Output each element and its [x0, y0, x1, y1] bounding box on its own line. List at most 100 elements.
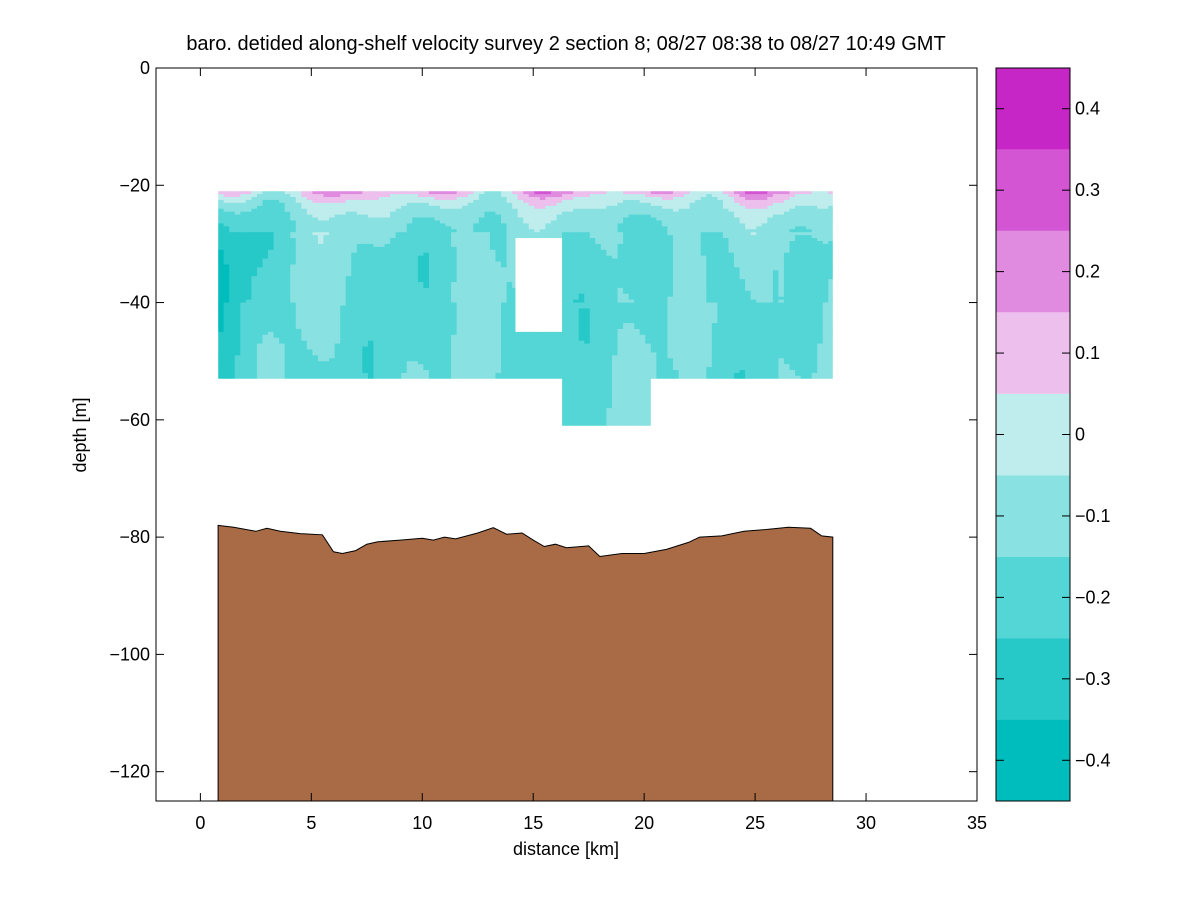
velocity-cell	[611, 299, 619, 304]
velocity-cell	[434, 205, 441, 210]
velocity-cell	[512, 305, 519, 310]
velocity-cell	[290, 346, 297, 351]
velocity-cell	[639, 232, 646, 236]
velocity-cell	[334, 352, 341, 356]
velocity-cell	[340, 270, 347, 274]
velocity-cell	[456, 223, 463, 227]
velocity-cell	[256, 361, 264, 365]
velocity-cell	[351, 264, 358, 268]
velocity-cell	[451, 270, 458, 274]
velocity-cell	[390, 197, 397, 201]
velocity-cell	[573, 194, 580, 198]
velocity-cell	[395, 223, 402, 227]
velocity-cell	[434, 349, 441, 353]
velocity-cell	[329, 323, 336, 327]
velocity-cell	[384, 326, 391, 330]
velocity-cell	[501, 367, 508, 371]
velocity-cell	[262, 240, 269, 245]
velocity-cell	[428, 299, 436, 304]
velocity-cell	[584, 270, 591, 274]
velocity-cell	[317, 361, 325, 365]
velocity-cell	[567, 199, 574, 204]
velocity-cell	[379, 305, 386, 310]
velocity-cell	[251, 296, 258, 301]
velocity-cell	[268, 331, 275, 336]
velocity-cell	[501, 334, 508, 339]
velocity-cell	[384, 232, 391, 236]
velocity-cell	[334, 223, 341, 227]
velocity-cell	[595, 352, 602, 356]
velocity-cell	[456, 232, 463, 236]
velocity-cell	[251, 364, 258, 368]
velocity-cell	[478, 305, 485, 310]
velocity-cell	[623, 226, 630, 230]
velocity-cell	[478, 334, 485, 339]
velocity-cell	[334, 199, 341, 204]
velocity-cell	[284, 270, 291, 274]
velocity-cell	[467, 249, 474, 254]
velocity-cell	[434, 346, 441, 351]
velocity-cell	[262, 340, 269, 345]
velocity-cell	[262, 267, 269, 271]
velocity-cell	[362, 367, 369, 371]
velocity-cell	[595, 217, 602, 222]
velocity-cell	[478, 191, 485, 195]
velocity-cell	[284, 326, 291, 330]
velocity-cell	[484, 331, 491, 336]
velocity-cell	[484, 375, 491, 380]
velocity-cell	[600, 375, 608, 380]
velocity-cell	[578, 208, 585, 213]
velocity-cell	[456, 208, 463, 213]
velocity-cell	[445, 302, 452, 307]
velocity-cell	[384, 370, 391, 374]
velocity-cell	[273, 355, 280, 359]
velocity-cell	[273, 375, 280, 380]
velocity-cell	[589, 240, 596, 245]
velocity-cell	[578, 217, 585, 222]
velocity-cell	[434, 361, 441, 365]
velocity-cell	[273, 296, 280, 301]
velocity-cell	[284, 308, 291, 312]
velocity-cell	[323, 284, 330, 289]
velocity-cell	[467, 267, 474, 271]
velocity-cell	[462, 375, 469, 380]
velocity-cell	[373, 282, 380, 286]
velocity-cell	[634, 229, 641, 233]
velocity-cell	[234, 223, 241, 227]
velocity-cell	[223, 331, 230, 336]
velocity-cell	[268, 279, 275, 283]
velocity-cell	[329, 226, 336, 230]
velocity-cell	[279, 199, 286, 204]
velocity-cell	[489, 197, 497, 201]
velocity-cell	[473, 255, 480, 260]
velocity-cell	[401, 311, 408, 315]
velocity-cell	[467, 370, 474, 374]
velocity-cell	[329, 249, 336, 254]
velocity-cell	[379, 352, 386, 356]
velocity-cell	[539, 232, 547, 236]
velocity-cell	[589, 282, 596, 286]
velocity-cell	[340, 191, 347, 195]
velocity-cell	[373, 370, 380, 374]
velocity-cell	[312, 273, 319, 277]
velocity-cell	[456, 331, 463, 336]
velocity-cell	[467, 273, 474, 277]
velocity-cell	[589, 358, 596, 362]
velocity-cell	[478, 202, 485, 207]
velocity-cell	[268, 191, 275, 195]
velocity-cell	[256, 293, 264, 298]
velocity-cell	[600, 343, 608, 348]
velocity-cell	[234, 346, 241, 351]
velocity-cell	[245, 235, 253, 239]
velocity-cell	[440, 352, 447, 356]
velocity-cell	[501, 255, 508, 260]
velocity-cell	[273, 267, 280, 271]
velocity-cell	[218, 364, 225, 368]
velocity-cell	[440, 331, 447, 336]
velocity-cell	[373, 258, 380, 263]
velocity-cell	[329, 264, 336, 268]
velocity-cell	[545, 199, 552, 204]
velocity-cell	[395, 211, 402, 216]
velocity-cell	[478, 352, 485, 356]
velocity-cell	[234, 317, 241, 321]
